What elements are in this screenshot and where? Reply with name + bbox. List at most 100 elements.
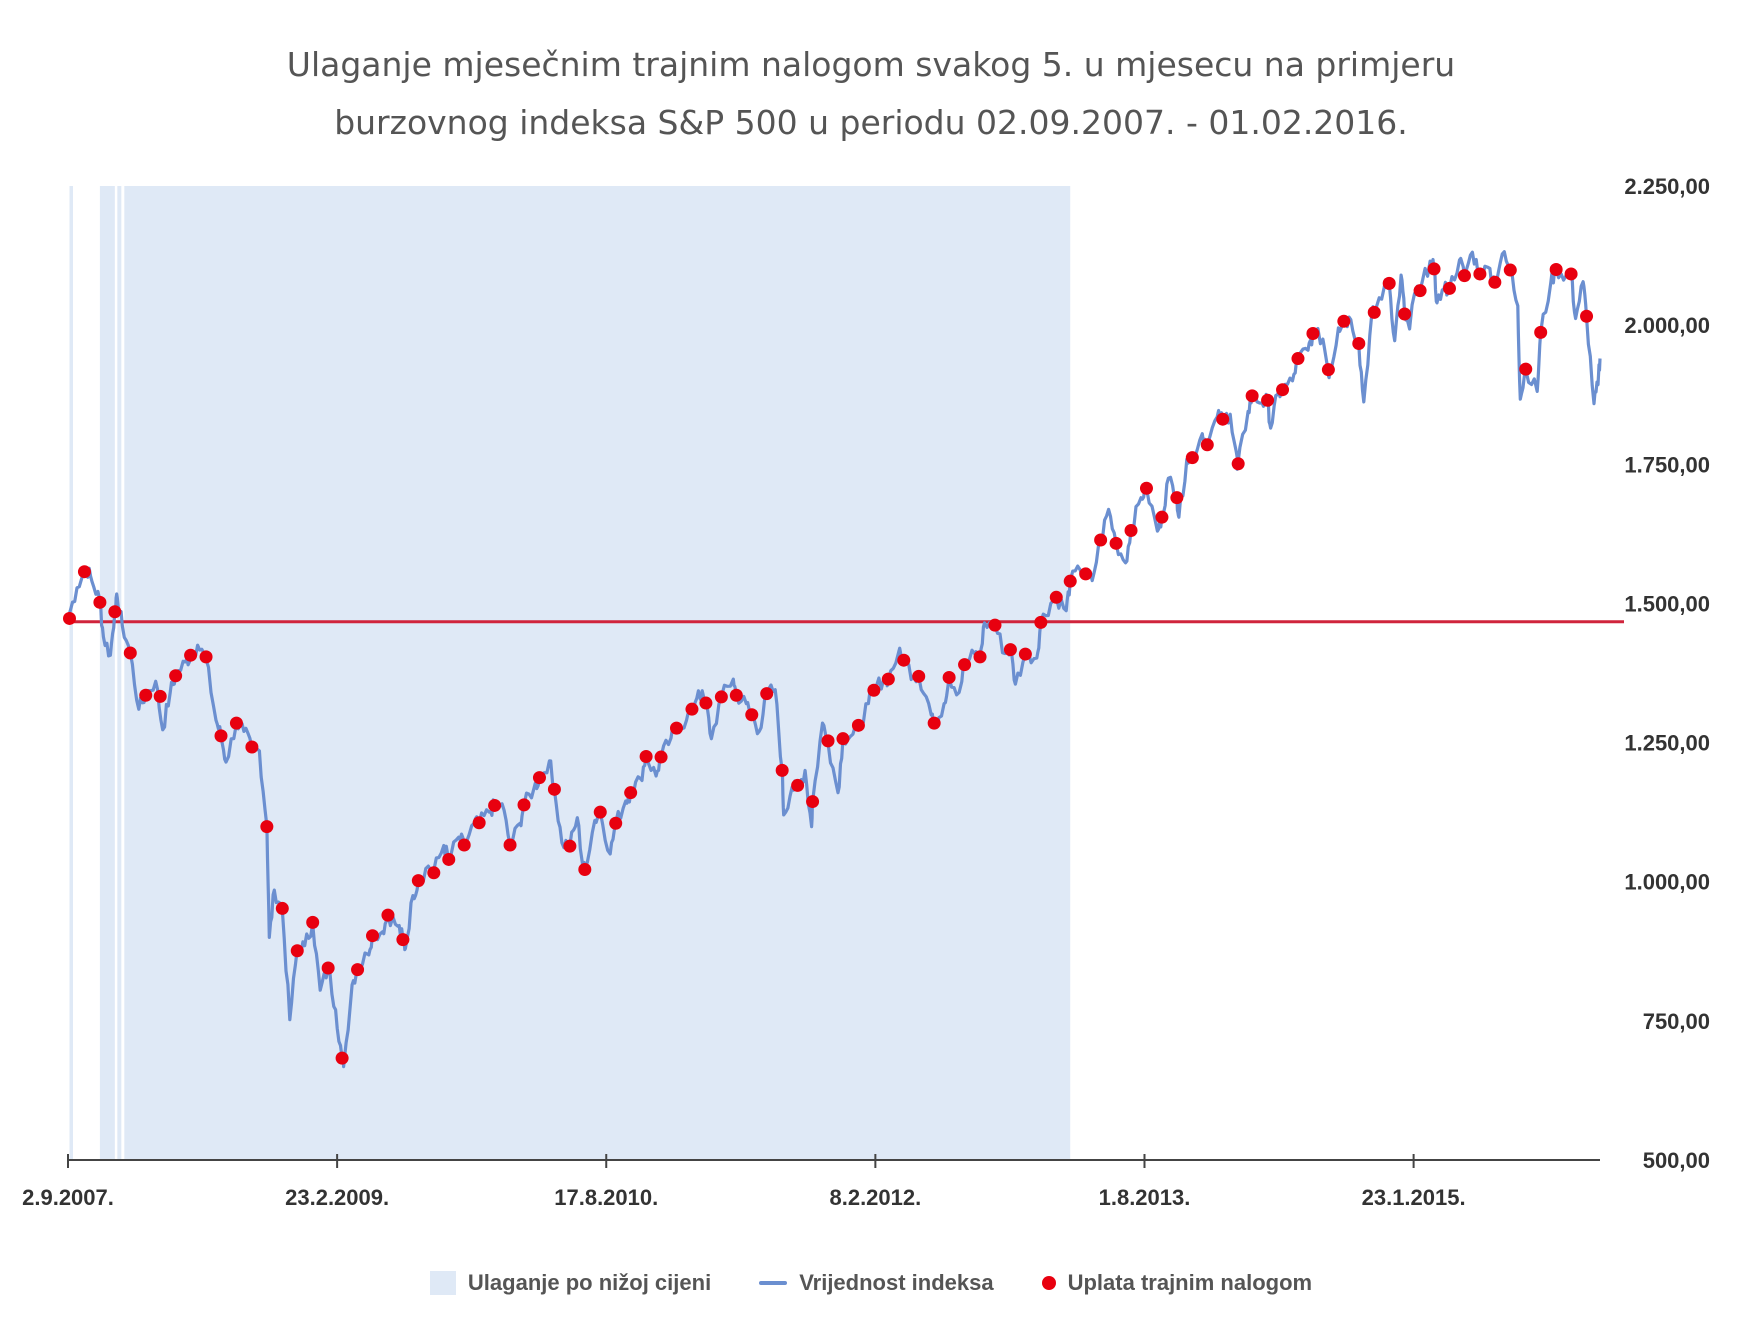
shaded-regions bbox=[69, 186, 1071, 1160]
marker-point-55 bbox=[897, 653, 911, 667]
marker-point-62 bbox=[1003, 643, 1017, 657]
y-tick-label-4: 1.500,00 bbox=[1624, 591, 1710, 616]
marker-point-29 bbox=[503, 838, 517, 852]
legend-label-line: Vrijednost indeksa bbox=[799, 1270, 994, 1295]
marker-point-22 bbox=[396, 933, 410, 947]
marker-point-50 bbox=[821, 734, 835, 748]
x-tick-label-1: 23.2.2009. bbox=[285, 1185, 389, 1210]
marker-point-2 bbox=[93, 595, 107, 609]
marker-point-36 bbox=[609, 816, 623, 830]
chart-title-line-2: burzovnog indeksa S&P 500 u periodu 02.0… bbox=[334, 103, 1408, 142]
marker-point-26 bbox=[457, 838, 471, 852]
marker-point-17 bbox=[321, 961, 335, 975]
marker-point-9 bbox=[199, 650, 213, 664]
marker-point-95 bbox=[1503, 263, 1517, 277]
marker-point-30 bbox=[517, 798, 531, 812]
y-tick-label-5: 1.750,00 bbox=[1624, 452, 1710, 477]
marker-point-74 bbox=[1185, 451, 1199, 465]
marker-point-42 bbox=[699, 696, 713, 710]
marker-point-45 bbox=[745, 708, 759, 722]
marker-point-1 bbox=[77, 565, 91, 579]
y-tick-label-6: 2.000,00 bbox=[1624, 313, 1710, 338]
marker-point-35 bbox=[593, 805, 607, 819]
x-tick-label-0: 2.9.2007. bbox=[22, 1185, 114, 1210]
marker-point-48 bbox=[791, 778, 805, 792]
marker-point-47 bbox=[775, 763, 789, 777]
shaded-region-1 bbox=[99, 186, 115, 1160]
marker-point-52 bbox=[851, 718, 865, 732]
marker-point-91 bbox=[1442, 281, 1456, 295]
x-axis-ticks: 2.9.2007. 23.2.2009. 17.8.2010. 8.2.2012. 1.… bbox=[22, 1154, 1466, 1210]
marker-point-63 bbox=[1018, 647, 1032, 661]
marker-point-96 bbox=[1519, 362, 1533, 376]
x-tick-label-4: 1.8.2013. bbox=[1099, 1185, 1191, 1210]
marker-point-41 bbox=[685, 702, 699, 716]
marker-point-14 bbox=[275, 901, 289, 915]
marker-point-10 bbox=[214, 729, 228, 743]
marker-point-93 bbox=[1473, 267, 1487, 281]
marker-point-67 bbox=[1079, 567, 1093, 581]
legend-label-dot: Uplata trajnim nalogom bbox=[1067, 1270, 1313, 1295]
y-tick-label-7: 2.250,00 bbox=[1624, 174, 1710, 199]
x-tick-label-2: 17.8.2010. bbox=[554, 1185, 658, 1210]
marker-point-78 bbox=[1245, 389, 1259, 403]
marker-point-28 bbox=[488, 798, 502, 812]
marker-point-81 bbox=[1291, 352, 1305, 366]
marker-point-25 bbox=[442, 852, 456, 866]
legend: Ulaganje po nižoj cijeni Vrijednost inde… bbox=[0, 1270, 1742, 1296]
marker-point-88 bbox=[1398, 307, 1412, 321]
x-tick-label-3: 8.2.2012. bbox=[829, 1185, 921, 1210]
marker-point-44 bbox=[729, 688, 743, 702]
marker-point-18 bbox=[335, 1051, 349, 1065]
chart-title: Ulaganje mjesečnim trajnim nalogom svako… bbox=[0, 36, 1742, 152]
marker-point-89 bbox=[1413, 284, 1427, 298]
marker-point-58 bbox=[942, 670, 956, 684]
y-tick-label-3: 1.250,00 bbox=[1624, 731, 1710, 756]
x-tick-label-5: 23.1.2015. bbox=[1362, 1185, 1466, 1210]
marker-point-16 bbox=[306, 915, 320, 929]
marker-point-65 bbox=[1049, 590, 1063, 604]
marker-point-77 bbox=[1231, 457, 1245, 471]
marker-point-72 bbox=[1155, 510, 1169, 524]
marker-point-79 bbox=[1261, 393, 1275, 407]
legend-swatch-dot bbox=[1041, 1276, 1056, 1290]
y-tick-label-2: 1.000,00 bbox=[1624, 870, 1710, 895]
markers-group bbox=[62, 262, 1594, 1065]
marker-point-49 bbox=[806, 795, 820, 809]
marker-point-80 bbox=[1276, 383, 1290, 397]
marker-point-53 bbox=[867, 683, 881, 697]
shaded-region-2 bbox=[117, 186, 122, 1160]
legend-swatch-area bbox=[429, 1271, 456, 1295]
marker-point-71 bbox=[1139, 481, 1153, 495]
marker-point-84 bbox=[1337, 314, 1351, 328]
shaded-region-3 bbox=[124, 186, 1071, 1160]
marker-point-66 bbox=[1063, 574, 1077, 588]
marker-point-11 bbox=[229, 716, 243, 730]
marker-point-82 bbox=[1306, 326, 1320, 340]
marker-point-94 bbox=[1488, 275, 1502, 289]
marker-point-33 bbox=[563, 839, 577, 853]
marker-point-0 bbox=[62, 611, 76, 625]
marker-point-27 bbox=[472, 816, 486, 830]
legend-item-area: Ulaganje po nižoj cijeni bbox=[429, 1270, 711, 1296]
marker-point-31 bbox=[532, 771, 546, 785]
marker-point-39 bbox=[654, 750, 668, 764]
y-tick-label-1: 750,00 bbox=[1643, 1009, 1710, 1034]
marker-point-90 bbox=[1427, 262, 1441, 276]
marker-point-56 bbox=[912, 669, 926, 683]
marker-point-97 bbox=[1534, 325, 1548, 339]
marker-point-13 bbox=[260, 820, 274, 834]
marker-point-34 bbox=[578, 862, 592, 876]
marker-point-40 bbox=[670, 721, 684, 735]
marker-point-70 bbox=[1124, 524, 1138, 538]
marker-point-64 bbox=[1034, 615, 1048, 629]
marker-point-8 bbox=[184, 648, 198, 662]
marker-point-87 bbox=[1382, 276, 1396, 290]
legend-swatch-line bbox=[759, 1281, 788, 1285]
marker-point-12 bbox=[245, 740, 259, 754]
marker-point-98 bbox=[1549, 262, 1563, 276]
chart-title-line-1: Ulaganje mjesečnim trajnim nalogom svako… bbox=[286, 45, 1456, 84]
marker-point-100 bbox=[1580, 309, 1594, 323]
y-axis-ticks: 500,00 750,00 1.000,00 1.250,00 1.500,00 1.75… bbox=[1624, 174, 1710, 1173]
